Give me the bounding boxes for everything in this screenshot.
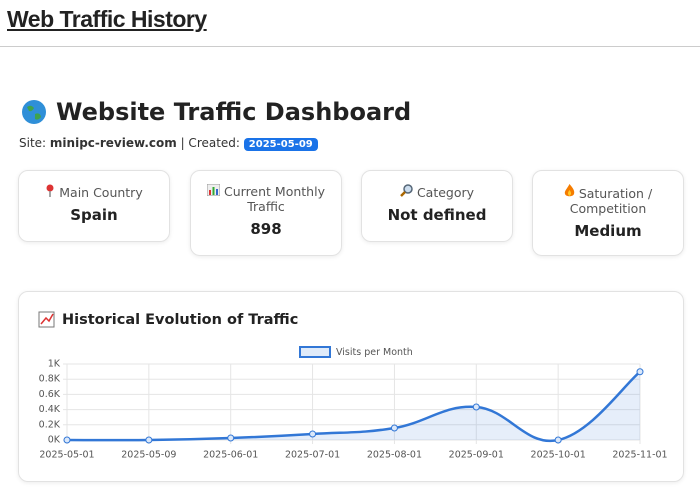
chart-title: Historical Evolution of Traffic xyxy=(62,312,298,328)
created-date: 2025-05-09 xyxy=(243,138,318,151)
point xyxy=(63,436,71,444)
dashboard-title-row: Website Traffic Dashboard xyxy=(20,98,411,126)
card-label: Category xyxy=(416,185,475,200)
pin-icon xyxy=(46,184,54,197)
search-icon xyxy=(400,184,413,197)
line xyxy=(66,370,641,443)
card-label-row: Current Monthly Traffic xyxy=(205,183,327,214)
x-tick-label: 2025-09-01 xyxy=(449,450,504,461)
card-value: Spain xyxy=(70,206,118,224)
x-tick-label: 2025-11-01 xyxy=(612,450,667,461)
legend-swatch xyxy=(299,346,331,358)
chart-card: Historical Evolution of Traffic 0K 0.2K 0.… xyxy=(18,291,684,482)
chart-icon xyxy=(40,313,54,325)
area-fill xyxy=(67,371,640,441)
x-tick-label: 2025-06-01 xyxy=(203,450,258,461)
point xyxy=(227,434,235,442)
card-value: Not defined xyxy=(387,206,487,224)
site-name: minipc-review.com xyxy=(49,136,177,150)
y-tick-label: 0.2K xyxy=(39,419,61,430)
point xyxy=(309,430,317,438)
card: Current Monthly Traffic 898 xyxy=(190,170,342,256)
card-label: Main Country xyxy=(59,185,143,200)
card: Saturation / Competition Medium xyxy=(532,170,684,256)
x-tick-label: 2025-05-09 xyxy=(121,450,176,461)
card-label-row: Saturation / Competition xyxy=(541,184,675,216)
card: Category Not defined xyxy=(361,170,513,242)
x-tick-label: 2025-08-01 xyxy=(367,450,422,461)
y-tick-label: 0.8K xyxy=(39,374,61,385)
site-label: Site: xyxy=(19,136,47,150)
point xyxy=(472,403,480,411)
card: Main Country Spain xyxy=(18,170,170,242)
globe-icon xyxy=(22,100,46,124)
y-tick-label: 1K xyxy=(48,359,61,370)
chart: Historical Evolution of Traffic 0K 0.2K 0.… xyxy=(38,311,668,461)
x-tick-label: 2025-05-01 xyxy=(39,450,94,461)
legend-label: Visits per Month xyxy=(336,347,413,358)
x-tick-label: 2025-07-01 xyxy=(285,450,340,461)
card-label: Saturation / Competition xyxy=(569,186,653,216)
page-title: Web Traffic History xyxy=(7,6,207,32)
y-tick-label: 0K xyxy=(48,435,61,446)
fire-icon xyxy=(564,184,575,197)
card-label-row: Main Country xyxy=(27,184,161,200)
card-value: 898 xyxy=(250,220,282,238)
divider xyxy=(0,46,700,47)
created-label: | Created: xyxy=(180,136,240,150)
x-tick-label: 2025-10-01 xyxy=(531,450,586,461)
point xyxy=(145,436,153,444)
point xyxy=(554,436,562,444)
card-label-row: Category xyxy=(370,184,504,200)
site-line: Site: minipc-review.com | Created: 2025-… xyxy=(19,136,318,151)
point xyxy=(390,424,398,432)
card-label: Current Monthly Traffic xyxy=(224,184,325,214)
y-tick-label: 0.4K xyxy=(39,404,61,415)
card-value: Medium xyxy=(574,222,642,240)
point xyxy=(636,368,644,376)
bar-chart-icon xyxy=(206,183,221,197)
dashboard-title: Website Traffic Dashboard xyxy=(56,98,412,126)
y-tick-label: 0.6K xyxy=(39,389,61,400)
